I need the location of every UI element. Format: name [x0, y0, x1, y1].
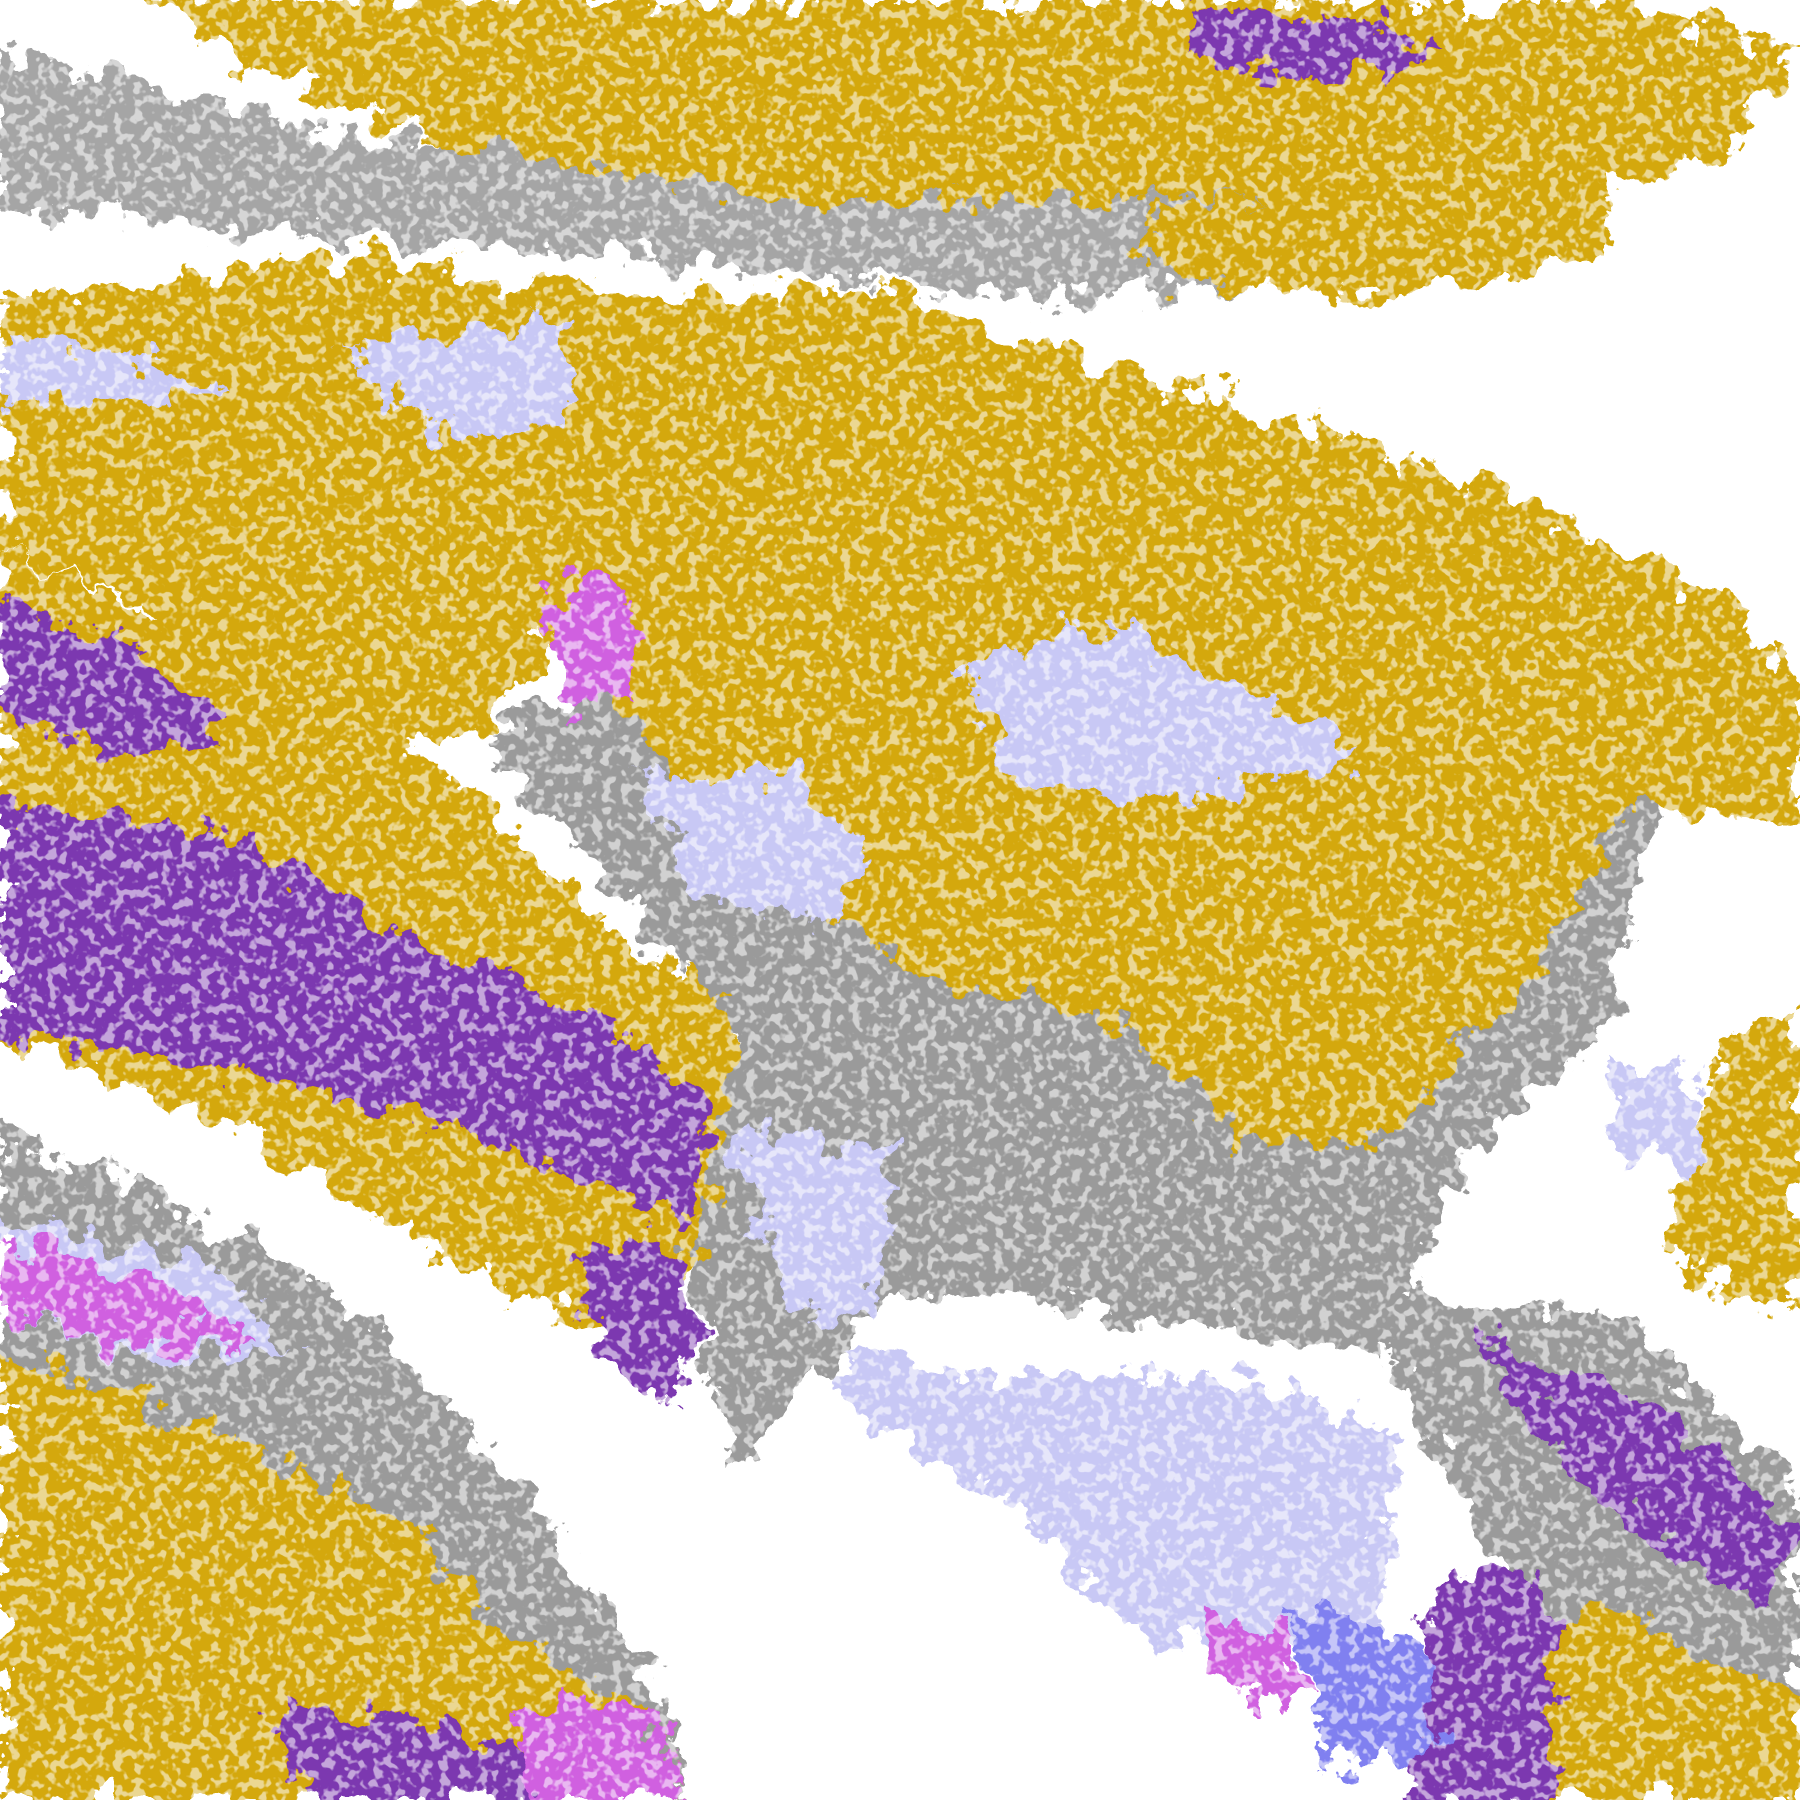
classified-imagery-map [0, 0, 1800, 1800]
page [0, 0, 1800, 1800]
texture-speckle [0, 0, 1800, 1800]
